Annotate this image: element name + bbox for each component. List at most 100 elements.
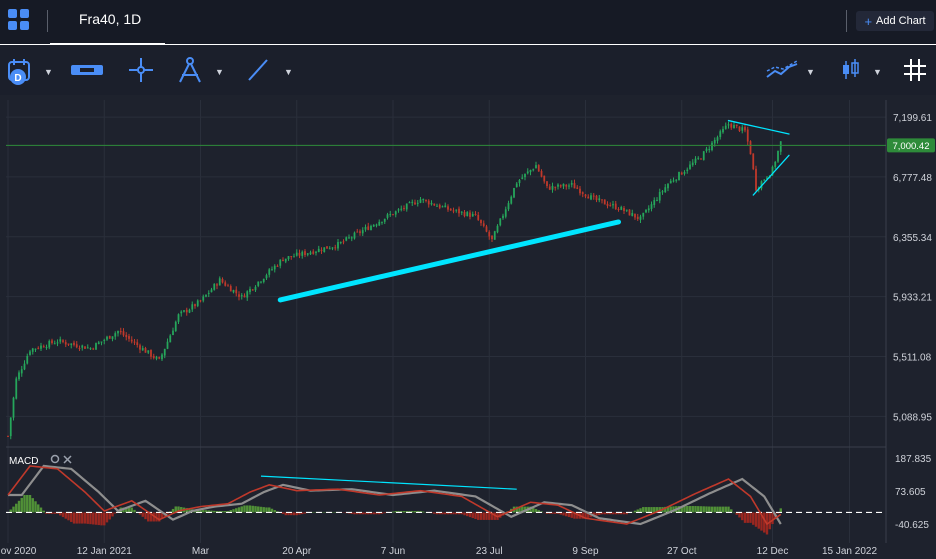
candle-body [31,348,34,352]
macd-histogram-bar [672,506,675,513]
macd-histogram-bar [177,506,180,513]
grid-menu-icon[interactable] [8,9,30,31]
candle-body [202,296,205,301]
macd-legend: MACD [9,454,72,467]
macd-histogram-bar [655,507,659,513]
candle-body [546,181,548,187]
close-icon[interactable] [63,455,72,464]
macd-histogram-bar [532,507,535,513]
candle-body [169,335,172,343]
macd-histogram-bar [622,512,626,515]
macd-histogram-bar [226,511,230,513]
candle-body [78,348,81,350]
chevron-down-icon[interactable]: ▼ [284,67,293,77]
settings-icon[interactable] [50,454,60,464]
candle-body [97,342,100,344]
candle-body [348,237,350,239]
macd-histogram-bar [559,512,562,515]
crosshair-icon[interactable] [128,57,154,83]
chart-tab-title[interactable]: Fra40, 1D [79,11,142,27]
candle-body [722,128,724,133]
macd-histogram-bar [367,512,370,515]
indicators-icon[interactable] [765,59,799,81]
candle-body [535,165,537,169]
chevron-down-icon[interactable]: ▼ [44,67,53,77]
price-tick-label: 6,777.48 [893,173,932,184]
candle-body [603,199,606,205]
candle-body [290,256,293,258]
macd-histogram-bar [130,507,133,513]
candle-body [199,300,202,302]
candle-body [529,169,532,173]
candle-body [70,343,73,345]
candle-body [411,201,414,203]
macd-tick-label: 73.605 [895,487,926,498]
macd-histogram-bar [710,506,714,513]
candle-body [364,226,367,230]
candle-body [117,330,119,334]
macd-histogram-bar [474,512,477,519]
macd-histogram-bar [600,512,604,515]
candle-body [48,341,51,348]
macd-histogram-bar [537,510,540,513]
macd-histogram-bar [9,509,12,513]
macd-histogram-bar [658,507,661,513]
candle-body [482,223,485,226]
macd-histogram-bar [378,512,381,515]
grid-toggle-icon[interactable] [903,58,927,82]
candle-body [147,350,150,353]
macd-histogram-bar [477,512,480,520]
candle-body [592,195,595,197]
candle-body [455,209,458,211]
candle-body [620,206,623,210]
candle-body [705,148,708,151]
candle-body [672,180,675,182]
macd-histogram-bar [270,508,274,513]
candle-body [350,237,353,239]
candle-body [210,289,213,293]
macd-histogram-bar [28,495,32,513]
candle-body [315,251,317,253]
candle-body [249,288,251,293]
macd-histogram-bar [752,512,755,525]
macd-divergence-line [260,475,517,490]
candle-body [444,205,447,208]
candle-body [216,284,218,286]
macd-histogram-bar [441,512,444,515]
chevron-down-icon[interactable]: ▼ [215,67,224,77]
add-chart-button[interactable]: + Add Chart [856,11,934,31]
macd-histogram-bar [548,512,551,514]
measure-ruler-icon[interactable] [70,63,104,77]
macd-histogram-bar [372,512,375,515]
trend-line-icon[interactable] [246,57,270,83]
drawings-layer[interactable] [277,119,790,303]
candle-body [130,339,133,342]
candle-body [158,356,161,359]
candle-body [702,151,705,160]
time-tick-label: 27 Oct [667,546,697,557]
macd-histogram-bar [419,511,422,513]
candle-body [708,149,711,151]
candle-body [254,286,257,291]
macd-histogram-bar [284,512,287,516]
compass-drawing-icon[interactable] [176,56,204,84]
candle-body [20,369,23,374]
macd-histogram-bar [144,512,147,520]
macd-histogram-bar [83,512,87,524]
macd-histogram-bar [727,506,730,513]
candle-body [449,208,452,211]
candle-body [342,241,345,243]
chevron-down-icon[interactable]: ▼ [873,67,882,77]
candle-body [15,378,18,399]
candle-body [755,168,757,191]
candle-body [433,203,436,206]
candlestick-type-icon[interactable] [841,58,861,82]
macd-histogram-bar [273,510,276,513]
macd-histogram-bar [31,498,34,513]
candle-body [309,252,312,255]
chevron-down-icon[interactable]: ▼ [806,67,815,77]
price-chart[interactable]: 7,199.61 6,777.48 6,355.34 5,933.21 5,511.08… [0,100,936,559]
candle-body [144,348,147,353]
macd-histogram-bar [232,509,235,513]
calendar-interval-icon[interactable]: D [6,57,36,85]
